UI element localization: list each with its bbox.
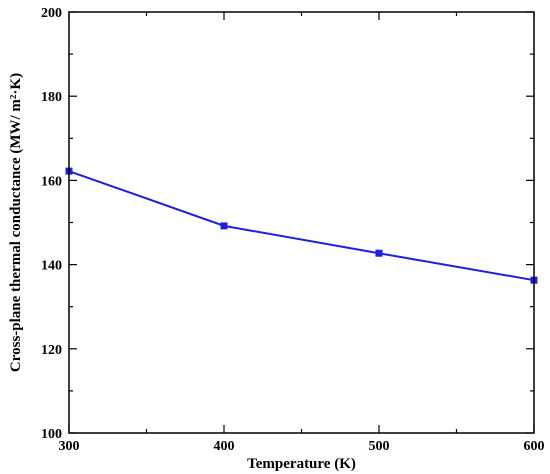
series-line <box>68 170 535 282</box>
data-point-marker <box>220 222 228 230</box>
data-point-marker <box>375 249 383 257</box>
y-tick-label: 100 <box>41 427 62 442</box>
series-layer <box>65 167 538 284</box>
y-tick-label: 120 <box>41 343 62 358</box>
y-tick-label: 160 <box>41 174 62 189</box>
y-tick-label: 180 <box>41 90 62 105</box>
y-axis-title: Cross-plane thermal conductance (MW/ m²·… <box>8 73 24 372</box>
plot-frame <box>68 11 535 434</box>
ticks-layer <box>68 11 535 434</box>
x-tick-label: 500 <box>369 439 390 454</box>
x-axis-title: Temperature (K) <box>247 456 356 472</box>
y-tick-label: 140 <box>41 259 62 274</box>
y-tick-label: 200 <box>41 6 62 21</box>
labels-layer: 300 400 500 600 100 120 140 160 180 200 <box>41 6 545 454</box>
x-tick-label: 300 <box>59 439 80 454</box>
x-tick-label: 400 <box>214 439 235 454</box>
x-tick-label: 600 <box>524 439 545 454</box>
